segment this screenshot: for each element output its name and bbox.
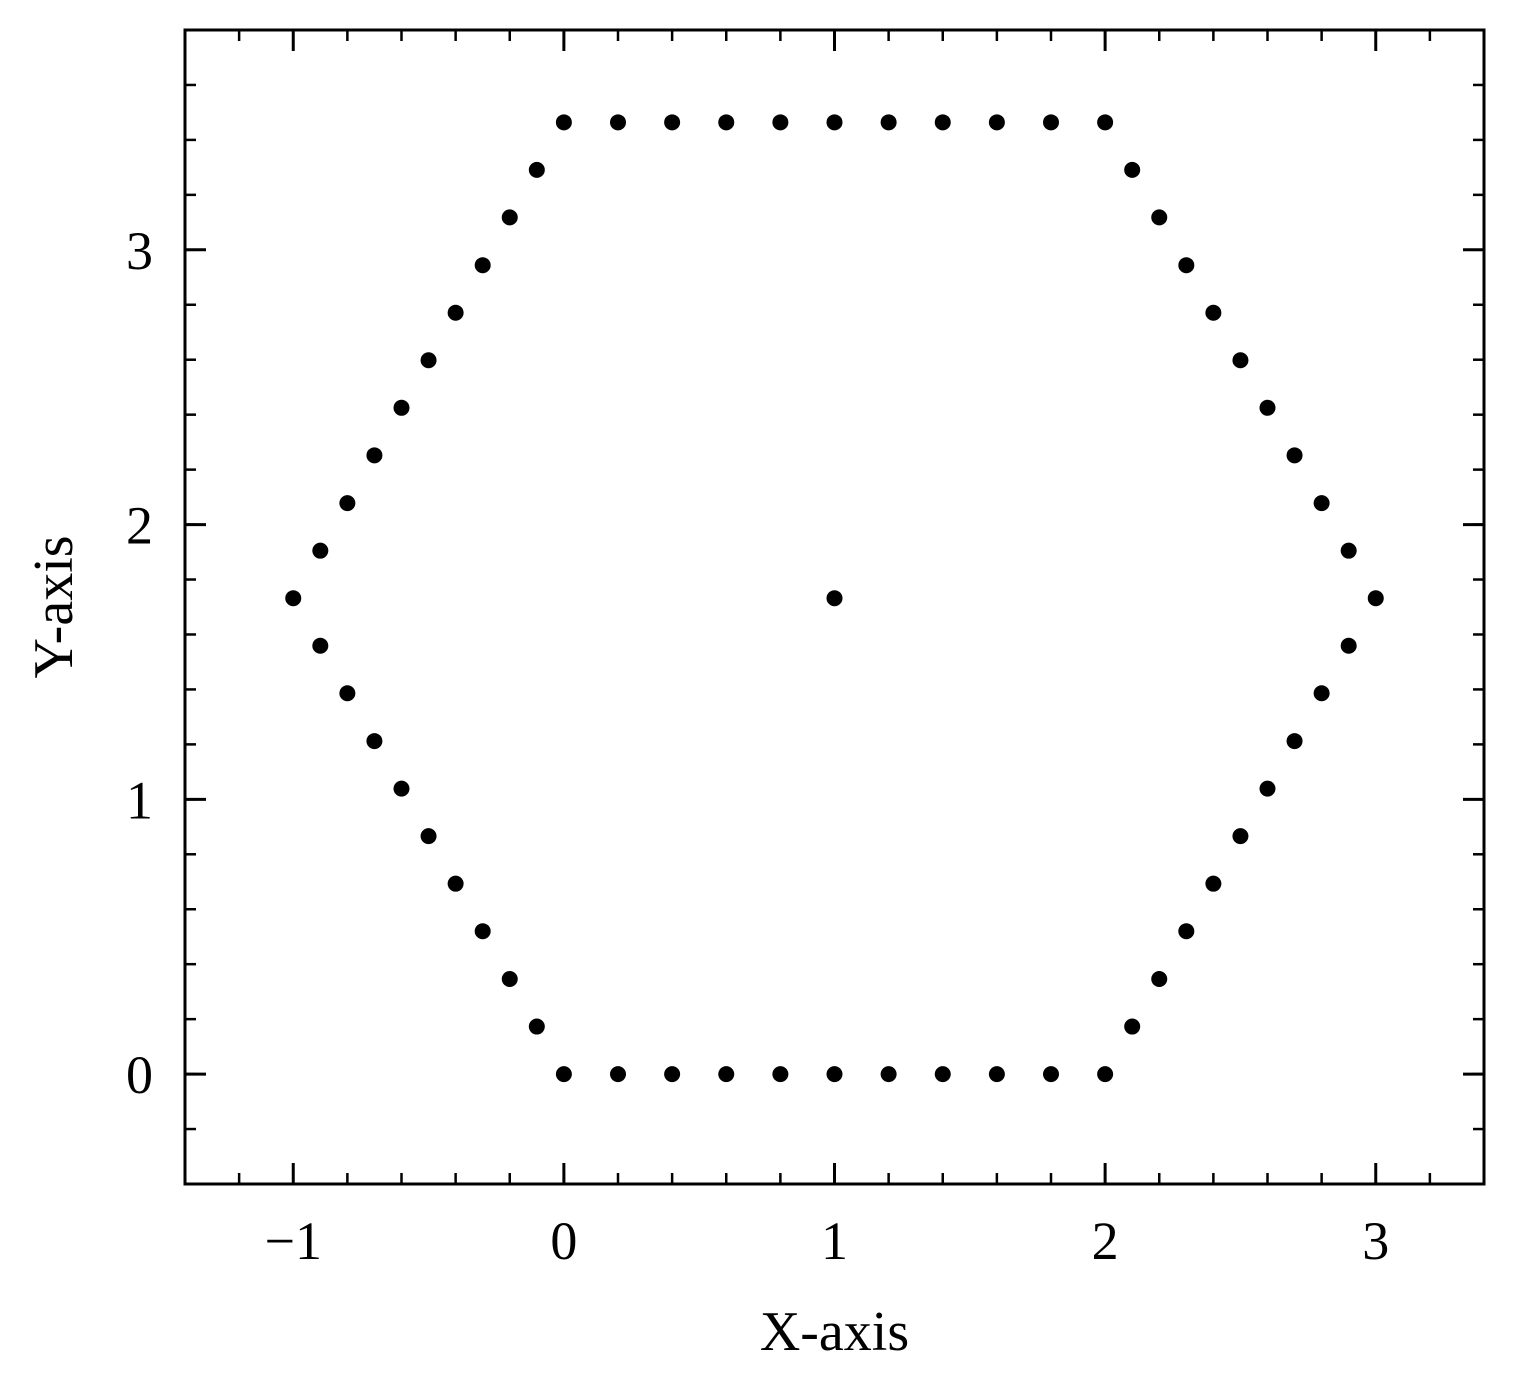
data-point: [420, 352, 437, 369]
data-point: [1232, 352, 1249, 369]
data-point: [312, 637, 329, 654]
data-point: [339, 685, 356, 702]
data-point: [934, 114, 951, 131]
data-point: [1205, 875, 1222, 892]
data-point: [1313, 685, 1330, 702]
data-point: [826, 1066, 843, 1083]
data-point: [610, 114, 626, 131]
data-point: [1043, 114, 1059, 131]
data-point: [366, 733, 383, 750]
data-point: [1124, 161, 1141, 178]
tick-labels: −1 0 1 2 3 0 1 2 3: [126, 221, 1389, 1271]
data-points: [285, 114, 1384, 1083]
data-point: [501, 971, 518, 988]
x-tick-label: 3: [1362, 1211, 1389, 1271]
data-point: [826, 590, 843, 607]
data-point: [1124, 1018, 1141, 1035]
data-point: [880, 1066, 897, 1083]
data-point: [1097, 1066, 1114, 1083]
data-point: [474, 923, 491, 940]
data-point: [1340, 542, 1357, 559]
data-point: [1151, 971, 1168, 988]
data-point: [880, 114, 897, 131]
data-point: [366, 447, 383, 464]
data-point: [1043, 1066, 1059, 1083]
data-point: [447, 304, 464, 321]
y-axis-label: Y-axis: [23, 535, 85, 678]
data-point: [528, 161, 545, 178]
x-tick-label: 1: [821, 1211, 848, 1271]
y-tick-label: 2: [126, 496, 153, 556]
data-point: [555, 1066, 572, 1083]
data-point: [285, 590, 302, 607]
data-point: [1151, 209, 1168, 226]
data-point: [1205, 304, 1222, 321]
data-point: [447, 875, 464, 892]
data-point: [501, 209, 518, 226]
data-point: [826, 114, 843, 131]
y-tick-label: 0: [126, 1045, 153, 1105]
x-tick-label: 2: [1092, 1211, 1119, 1271]
data-point: [1367, 590, 1384, 607]
y-tick-label: 1: [126, 770, 153, 830]
data-point: [312, 542, 329, 559]
plot-frame: [183, 28, 1486, 1186]
data-point: [474, 257, 491, 274]
data-point: [610, 1066, 626, 1083]
data-point: [1097, 114, 1114, 131]
data-point: [1286, 733, 1303, 750]
data-point: [528, 1018, 545, 1035]
x-axis-label: X-axis: [760, 1301, 909, 1363]
x-tick-label: 0: [550, 1211, 577, 1271]
data-point: [1178, 257, 1195, 274]
data-point: [555, 114, 572, 131]
data-point: [420, 828, 437, 845]
data-point: [988, 114, 1005, 131]
data-point: [393, 780, 410, 797]
y-tick-label: 3: [126, 221, 153, 281]
data-point: [988, 1066, 1005, 1083]
data-point: [339, 495, 356, 512]
data-point: [718, 114, 735, 131]
data-point: [393, 399, 410, 416]
data-point: [1286, 447, 1303, 464]
data-point: [1178, 923, 1195, 940]
data-point: [772, 114, 789, 131]
x-tick-label: −1: [265, 1211, 322, 1271]
data-point: [1340, 637, 1357, 654]
data-point: [1259, 399, 1276, 416]
data-point: [664, 1066, 681, 1083]
data-point: [1313, 495, 1330, 512]
data-point: [772, 1066, 789, 1083]
data-point: [664, 114, 681, 131]
major-ticks: [185, 30, 1484, 1184]
data-point: [718, 1066, 735, 1083]
data-point: [1232, 828, 1249, 845]
data-point: [1259, 780, 1276, 797]
data-point: [934, 1066, 951, 1083]
